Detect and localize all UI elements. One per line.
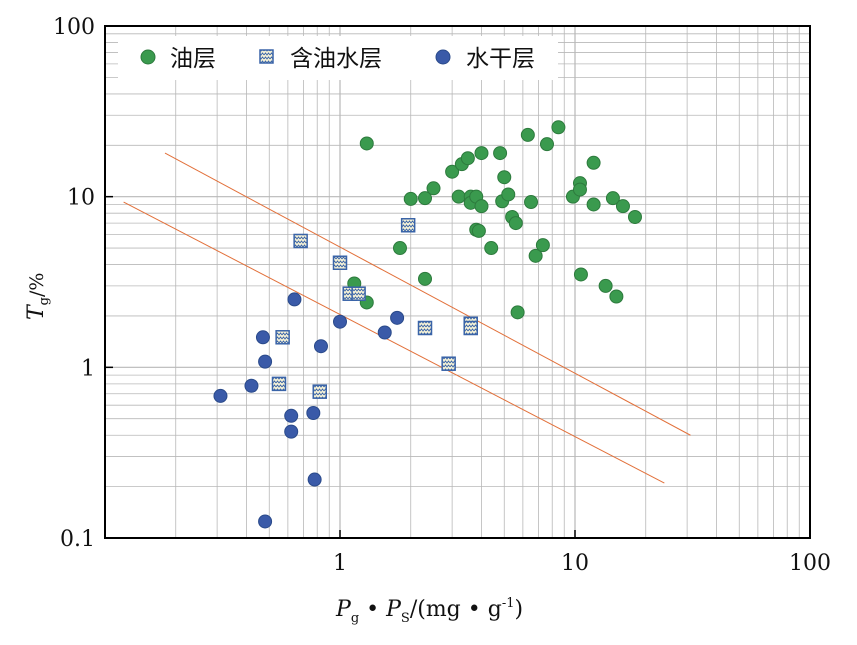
- oil-layer-point: [520, 127, 535, 142]
- oil-water-layer-point: [293, 233, 308, 249]
- oil-water-layer-point: [312, 384, 327, 399]
- dry-layer-point: [377, 325, 392, 340]
- legend-marker-oil-water: [259, 49, 274, 64]
- x-label-unit-a: /(mg • g: [410, 597, 502, 622]
- oil-layer-point: [471, 223, 486, 238]
- dry-layer-point: [258, 354, 273, 369]
- x-tick-label: 100: [789, 551, 831, 576]
- oil-layer-point: [497, 170, 512, 185]
- oil-layer-point: [474, 199, 489, 214]
- axis-ticks: 1 10 100 0.1 1 10 100: [53, 15, 831, 576]
- oil-layer-point: [445, 164, 460, 179]
- y-tick-label: 10: [67, 186, 95, 211]
- x-label-p1: P: [335, 597, 352, 622]
- x-axis-label: Pg • PS/(mg • g-1): [335, 596, 523, 626]
- dry-layer-point: [258, 514, 273, 529]
- legend-marker-dry: [435, 49, 451, 65]
- x-label-s1: g: [351, 611, 359, 626]
- y-tick-label: 1: [81, 356, 95, 381]
- boundary-lines: [123, 152, 691, 484]
- x-label-s2: S: [401, 611, 410, 626]
- data-points: [213, 120, 642, 529]
- oil-layer-point: [586, 155, 601, 170]
- oil-layer-point: [615, 199, 630, 214]
- oil-water-layer-point: [351, 286, 366, 301]
- legend-label-oil: 油层: [170, 46, 216, 72]
- oil-layer-point: [508, 216, 523, 231]
- y-label-sub: g: [37, 297, 52, 305]
- oil-layer-point: [403, 191, 418, 206]
- oil-water-layer-point: [271, 376, 287, 392]
- oil-layer-point: [418, 191, 433, 206]
- oil-water-layer-point: [441, 356, 456, 371]
- x-label-sup: -1: [502, 596, 515, 611]
- oil-layer-point: [451, 189, 466, 204]
- dry-layer-point: [287, 292, 302, 307]
- dry-layer-point: [255, 330, 270, 345]
- oil-layer-point: [598, 278, 613, 293]
- oil-layer-point: [501, 187, 516, 202]
- dry-layer-point: [307, 472, 322, 487]
- oil-layer-point: [359, 136, 374, 151]
- dry-layer-point: [284, 424, 299, 439]
- legend-item-oil-water: 含油水层: [259, 46, 382, 72]
- legend-marker-oil: [140, 49, 156, 65]
- oil-water-layer-point: [400, 218, 416, 233]
- x-label-p2: P: [385, 597, 402, 622]
- y-label-main: T: [24, 303, 49, 320]
- x-tick-label: 10: [561, 551, 589, 576]
- oil-water-layer-point: [463, 320, 478, 336]
- legend-label-oil-water: 含油水层: [290, 46, 382, 72]
- y-label-unit: /%: [26, 273, 48, 297]
- oil-layer-point: [627, 210, 642, 225]
- oil-layer-point: [426, 181, 441, 196]
- legend-item-oil: 油层: [140, 46, 216, 72]
- oil-layer-point: [609, 289, 624, 304]
- legend-item-dry: 水干层: [435, 46, 535, 72]
- oil-water-layer-point: [332, 255, 348, 271]
- x-label-unit-b: ): [515, 597, 524, 622]
- oil-layer-point: [392, 241, 407, 256]
- dry-layer-point: [306, 406, 321, 421]
- oil-layer-point: [551, 120, 566, 135]
- dry-layer-point: [244, 378, 259, 393]
- legend-background: [118, 36, 558, 80]
- oil-water-layer-point: [275, 330, 290, 345]
- legend-label-dry: 水干层: [466, 46, 535, 72]
- dry-layer-point: [284, 408, 299, 423]
- oil-layer-point: [418, 271, 433, 286]
- y-axis-label: Tg/%: [24, 273, 52, 320]
- oil-layer-point: [539, 137, 554, 152]
- y-tick-label: 100: [53, 15, 95, 40]
- oil-layer-point: [572, 182, 587, 197]
- dry-layer-point: [333, 314, 347, 329]
- oil-layer-point: [605, 191, 620, 206]
- boundary-line: [123, 201, 665, 484]
- boundary-line: [164, 152, 691, 436]
- x-label-dot: •: [359, 597, 386, 622]
- legend: 油层 含油水层 水干层: [118, 36, 558, 80]
- x-tick-label: 1: [333, 551, 347, 576]
- y-tick-label: 0.1: [60, 527, 95, 552]
- oil-layer-point: [528, 248, 543, 263]
- dry-layer-point: [213, 388, 228, 403]
- oil-layer-point: [484, 241, 499, 256]
- oil-layer-point: [524, 195, 539, 210]
- oil-layer-point: [573, 267, 588, 282]
- oil-water-layer-point: [417, 320, 433, 336]
- oil-layer-point: [474, 146, 489, 161]
- oil-layer-point: [510, 305, 525, 320]
- plot-frame: [104, 25, 811, 539]
- dry-layer-point: [390, 310, 405, 325]
- oil-layer-point: [535, 238, 550, 253]
- oil-layer-point: [460, 151, 475, 166]
- grid: [105, 26, 810, 538]
- dry-layer-point: [313, 339, 328, 354]
- oil-layer-point: [493, 146, 508, 161]
- oil-layer-point: [586, 197, 601, 212]
